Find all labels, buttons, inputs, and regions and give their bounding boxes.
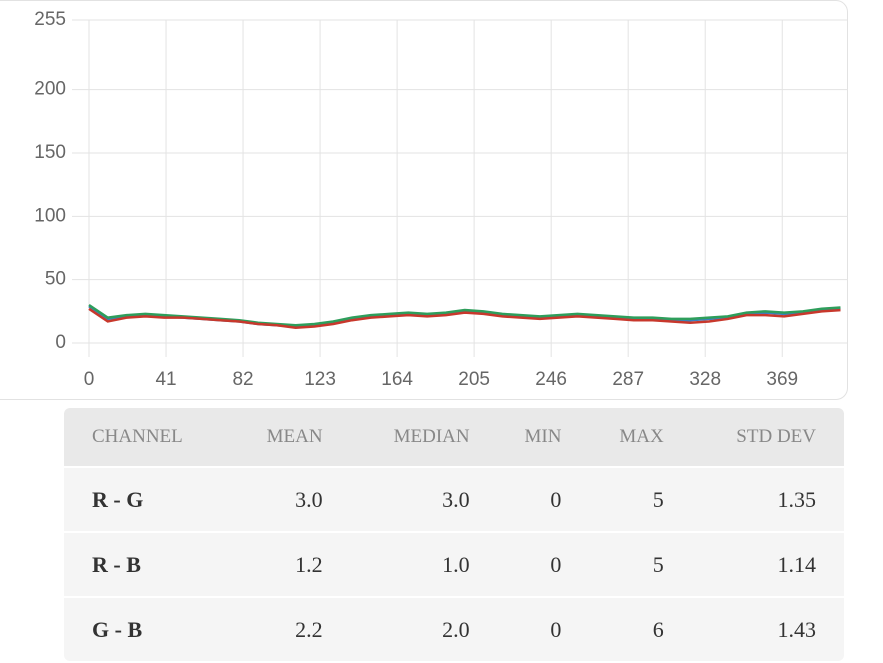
column-header: MEDIAN (350, 408, 498, 467)
table-cell: 3.0 (231, 466, 351, 532)
series-line (88, 307, 841, 330)
table-cell: R - G (64, 466, 232, 532)
column-header: CHANNEL (64, 408, 232, 467)
table-cell: 0 (497, 596, 590, 661)
table-cell: 5 (589, 466, 692, 532)
y-tick-label: 100 (34, 205, 66, 226)
y-tick-label: 200 (34, 79, 66, 100)
y-tick-label: 150 (34, 142, 66, 163)
x-tick-label: 0 (84, 369, 95, 390)
column-header: MAX (589, 408, 692, 467)
stats-table: CHANNEL MEAN MEDIAN MIN MAX STD DEV R - G 3.0 3.… (64, 408, 844, 661)
table-row: R - B 1.2 1.0 0 5 1.14 (64, 531, 844, 597)
x-tick-label: 205 (458, 369, 490, 390)
column-header: MIN (497, 408, 590, 467)
chart-panel (0, 0, 848, 400)
x-tick-label: 164 (381, 369, 413, 390)
y-tick-label: 255 (34, 9, 66, 30)
table-row: G - B 2.2 2.0 0 6 1.43 (64, 596, 844, 661)
column-header: MEAN (231, 408, 351, 467)
table-cell: 1.14 (691, 531, 844, 597)
table-cell: 2.0 (350, 596, 498, 661)
x-tick-label: 287 (612, 369, 644, 390)
table-cell: R - B (64, 531, 232, 597)
x-tick-label: 41 (155, 369, 176, 390)
x-tick-label: 82 (232, 369, 253, 390)
table-cell: 5 (589, 531, 692, 597)
x-tick-label: 328 (689, 369, 721, 390)
y-tick-label: 50 (45, 269, 66, 290)
x-tick-label: 369 (766, 369, 798, 390)
table-cell: 0 (497, 466, 590, 532)
table-cell: 3.0 (350, 466, 498, 532)
chart: 0 50 100 150 200 255 0 41 82 123 164 205 246 287 328 36… (34, 9, 848, 390)
table-cell: 1.0 (350, 531, 498, 597)
x-tick-label: 246 (535, 369, 567, 390)
column-header: STD DEV (691, 408, 844, 467)
table-cell: 1.35 (691, 466, 844, 532)
table-row: R - G 3.0 3.0 0 5 1.35 (64, 466, 844, 532)
table-cell: 1.2 (231, 531, 351, 597)
table-cell: 2.2 (231, 596, 351, 661)
table-cell: 6 (589, 596, 692, 661)
table-cell: 0 (497, 531, 590, 597)
x-tick-label: 123 (304, 369, 336, 390)
series-line (88, 303, 841, 327)
table-cell: G - B (64, 596, 232, 661)
table-cell: 1.43 (691, 596, 844, 661)
y-tick-label: 0 (55, 332, 66, 353)
